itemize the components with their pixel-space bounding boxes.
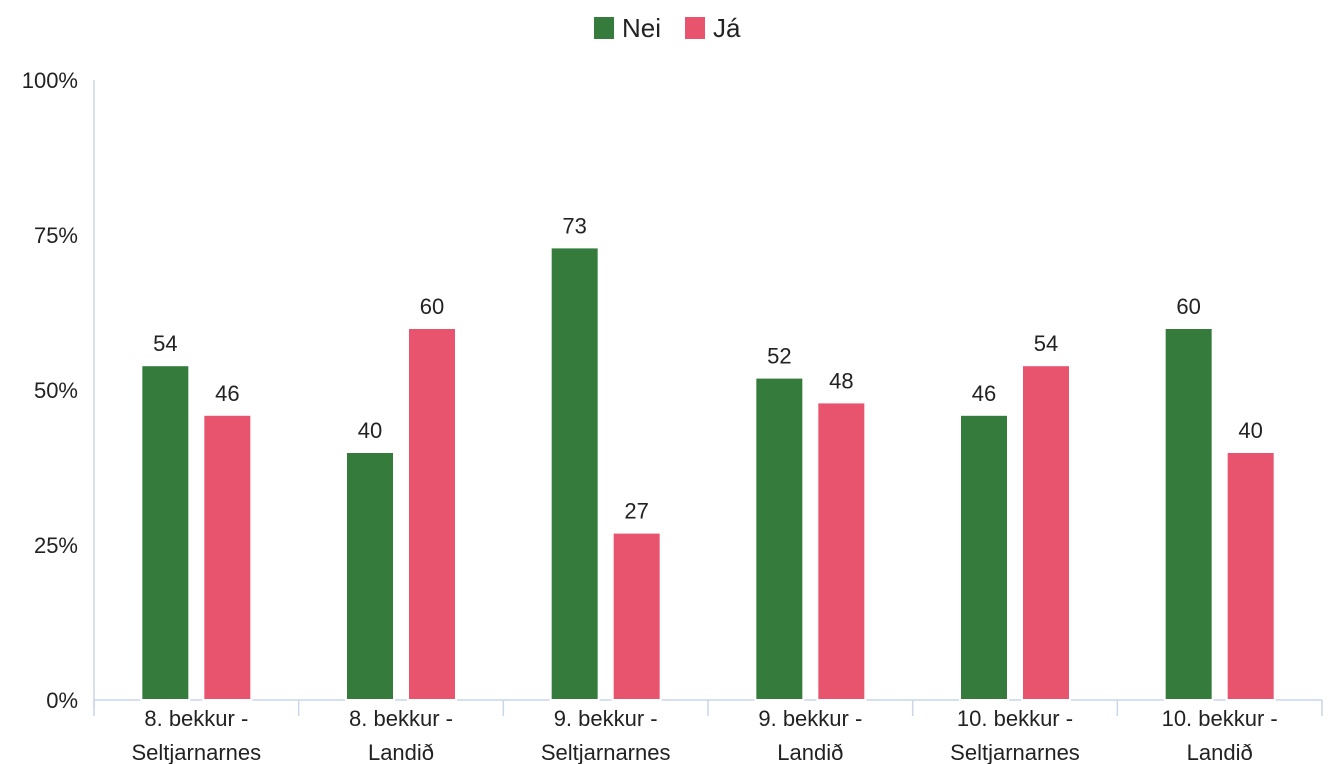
x-tick-label: Landið (1187, 740, 1253, 764)
data-label: 40 (358, 418, 382, 443)
legend: Nei Já (594, 13, 741, 43)
data-label: 46 (972, 381, 996, 406)
bar-nei-6[interactable] (1163, 327, 1214, 701)
data-label: 40 (1238, 418, 1262, 443)
legend-label: Já (713, 13, 741, 43)
bar-j-3[interactable] (611, 531, 662, 701)
legend-label: Nei (622, 13, 661, 43)
bar-j-1[interactable] (202, 413, 253, 701)
data-label: 46 (215, 381, 239, 406)
x-tick-label: Seltjarnarnes (950, 740, 1080, 764)
data-labels: 54 40 73 52 46 60 46 60 27 48 54 40 (153, 213, 1263, 523)
x-tick-label: 9. bekkur - (554, 706, 658, 731)
bar-j-5[interactable] (1021, 364, 1071, 701)
x-tick-label: 9. bekkur - (758, 706, 862, 731)
data-label: 60 (1176, 294, 1200, 319)
bar-j-6[interactable] (1225, 451, 1276, 701)
bar-nei-5[interactable] (959, 413, 1009, 701)
bar-nei-4[interactable] (754, 376, 805, 701)
data-label: 27 (624, 499, 648, 524)
x-axis: 8. bekkur - Seltjarnarnes 8. bekkur - Landi… (93, 699, 1323, 764)
data-label: 54 (153, 331, 177, 356)
bar-nei-3[interactable] (549, 246, 600, 701)
x-tick-label: Landið (777, 740, 843, 764)
data-label: 60 (420, 294, 444, 319)
x-tick-label: 10. bekkur - (1162, 706, 1278, 731)
x-tick-label: 10. bekkur - (957, 706, 1073, 731)
y-tick-label: 75% (34, 223, 78, 248)
legend-item-1[interactable]: Nei (594, 13, 661, 43)
x-tick-label: Landið (368, 740, 434, 764)
data-label: 48 (829, 368, 853, 393)
y-tick-label: 25% (34, 533, 78, 558)
y-axis: 0% 25% 50% 75% 100% (22, 68, 95, 713)
bar-nei-1[interactable] (140, 364, 191, 701)
legend-item-2[interactable]: Já (685, 13, 741, 43)
bar-j-2[interactable] (407, 327, 457, 701)
x-tick-label: 8. bekkur - (349, 706, 453, 731)
x-tick-label: Seltjarnarnes (541, 740, 671, 764)
x-tick-label: Seltjarnarnes (132, 740, 262, 764)
y-tick-label: 0% (46, 688, 78, 713)
data-label: 52 (767, 344, 791, 369)
bars (140, 246, 1276, 701)
x-tick-label: 8. bekkur - (144, 706, 248, 731)
legend-swatch (685, 17, 705, 39)
y-tick-label: 100% (22, 68, 78, 93)
y-tick-label: 50% (34, 378, 78, 403)
bar-j-4[interactable] (816, 401, 867, 701)
data-label: 73 (562, 213, 586, 238)
bar-nei-2[interactable] (345, 451, 395, 701)
legend-swatch (594, 17, 614, 39)
data-label: 54 (1034, 331, 1058, 356)
